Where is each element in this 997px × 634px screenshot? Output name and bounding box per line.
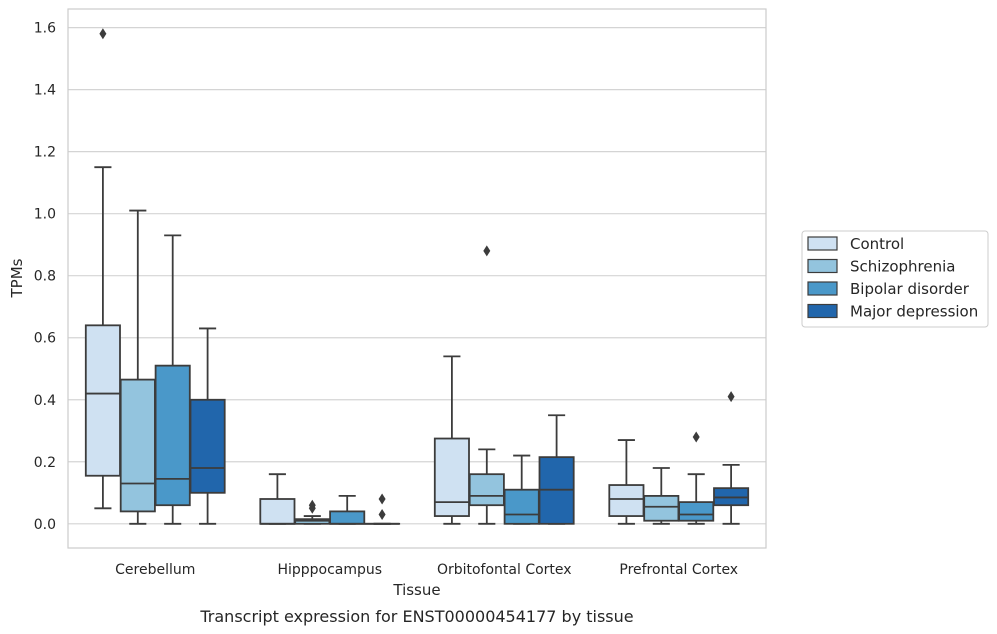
x-tick-label: Cerebellum [115,562,195,578]
box-series [84,28,750,525]
box-iqr [503,488,540,525]
legend-item: Bipolar disorder [807,280,970,298]
box [329,494,366,525]
outlier-point [378,509,386,521]
box [608,439,645,525]
y-tick-label: 0.8 [34,269,56,285]
legend-swatch [807,236,838,251]
x-tick-label: Hipppocampus [277,562,382,578]
box-iqr [119,378,156,513]
series-control [84,28,645,525]
box [154,234,191,525]
legend-items: Control Schizophrenia Bipolar disorder Majo… [807,235,978,321]
box-iqr [608,484,645,517]
chart-caption: Transcript expression for ENST0000045417… [199,607,633,626]
box [294,499,331,525]
y-tick-label: 0.0 [34,517,56,533]
box-iqr [433,437,470,517]
y-tick-label: 1.6 [34,21,56,37]
legend-swatch [807,258,838,274]
box [364,493,401,525]
box-iqr [468,473,505,507]
box [259,473,296,525]
series-major-depression [189,327,750,525]
legend: Control Schizophrenia Bipolar disorder Majo… [801,230,989,328]
box [643,467,680,525]
outlier-point [308,499,316,511]
box [433,355,470,525]
legend-item: Control [807,235,904,253]
legend-item: Major depression [807,303,978,321]
legend-swatch [807,281,838,296]
box [713,391,750,525]
legend-swatch [807,303,838,319]
box-iqr [259,498,296,525]
legend-frame [801,230,989,328]
x-tick-label: Orbitofontal Cortex [437,562,572,578]
outlier-point [99,28,107,40]
box-iqr [154,364,191,507]
box [503,454,540,525]
box [678,431,715,525]
legend-item: Schizophrenia [807,258,955,276]
box [468,245,505,525]
legend-label: Schizophrenia [850,258,955,276]
legend-label: Control [850,235,904,253]
legend-label: Bipolar disorder [850,280,970,298]
box [84,28,121,510]
y-tick-label: 1.2 [34,145,56,161]
legend-label: Major depression [850,303,978,321]
box-iqr [643,494,680,522]
box-iqr [678,501,715,522]
y-tick-label: 0.2 [34,455,56,471]
box [189,327,226,525]
box [119,209,156,525]
outlier-point [483,245,491,257]
y-axis-label: TPMs [8,258,26,298]
y-tick-label: 0.6 [34,331,56,347]
x-axis-label: Tissue [392,581,440,599]
box-iqr [189,398,226,494]
outlier-point [378,493,386,505]
y-tick-label: 1.0 [34,207,56,223]
y-tick-label: 0.4 [34,393,56,409]
y-axis-ticks: 0.0 0.2 0.4 0.6 0.8 1.0 1.2 1.4 1.6 [34,21,56,533]
outlier-point [727,391,735,403]
x-axis-ticks: Cerebellum Hipppocampus Orbitofontal Corte… [115,562,738,578]
series-schizophrenia [119,209,680,525]
box [538,414,575,525]
box-iqr [329,510,366,525]
box-iqr [84,324,121,477]
plot-area-frame [67,8,767,549]
outlier-point [692,431,700,443]
x-tick-label: Prefrontal Cortex [619,562,738,578]
y-tick-label: 1.4 [34,83,56,99]
series-bipolar-disorder [154,234,715,525]
